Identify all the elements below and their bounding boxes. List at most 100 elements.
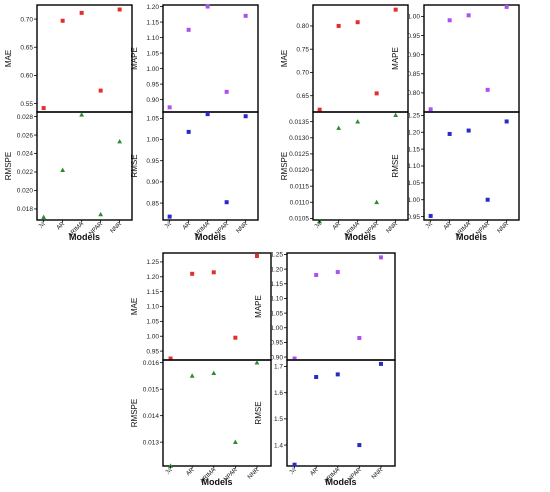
y-tick-label: 0.0105 [289,216,309,223]
y-tick-label: 0.90 [270,354,283,361]
y-tick-label: 1.00 [407,14,420,21]
y-tick-label: 0.0115 [290,183,310,190]
data-point [447,18,452,23]
x-tick-label: ℳ [314,220,324,230]
data-point [378,361,383,366]
data-point [485,87,490,92]
data-point [336,23,341,28]
x-tick-label: ℳ [425,220,435,230]
y-tick-label: 1.20 [407,129,420,136]
data-point [355,119,361,124]
panel-frame [162,359,272,467]
panel-mape: 0.80 0.85 0.90 0.95 1.00 MAPE [391,4,520,113]
y-tick-label: 1.5 [274,416,283,423]
data-point [41,214,47,220]
y-tick-label: 0.0125 [289,151,309,158]
y-tick-label: 0.020 [17,188,34,195]
y-tick-label: 0.013 [143,439,160,446]
x-axis-label: Models [69,232,100,242]
y-tick-label: 1.00 [407,197,420,204]
figure-1: 0.55 0.60 0.65 0.70 MAE 0.90 0.95 1.00 1.05 1.10 1… [4,4,259,242]
data-point [168,463,173,468]
data-point [211,270,216,275]
y-axis-label: MAPE [130,47,139,70]
y-tick-label: 1.25 [146,259,159,266]
data-point [504,119,509,124]
y-axis-label: MAE [280,50,289,67]
data-point [428,213,433,218]
x-tick-label: AR [332,221,343,232]
y-axis-label: RMSE [391,154,400,177]
data-point [186,27,191,32]
data-point [167,105,172,110]
data-point [168,356,173,361]
y-tick-label: 1.7 [274,364,283,371]
y-tick-label: 1.20 [146,4,159,11]
data-point [466,13,471,18]
y-tick-label: 0.65 [296,93,309,100]
x-tick-label: ℳ [164,466,174,476]
y-tick-label: 0.018 [17,206,34,213]
data-point [292,356,297,361]
x-tick-label: AR [443,221,454,232]
y-tick-label: 0.026 [17,132,34,139]
panel-frame [423,4,520,113]
data-point [374,199,380,205]
data-point [211,370,217,376]
y-tick-label: 1.05 [146,50,159,57]
y-tick-label: 0.90 [146,179,159,186]
data-point [357,443,362,448]
panel-frame [286,252,396,361]
x-tick-label: NNR [110,221,124,235]
data-point [243,114,248,119]
panel-rmspe: 0.0105 0.0110 0.0115 0.0120 0.0125 0.0130 0.01… [280,111,409,242]
data-point [186,129,191,134]
y-tick-label: 0.0135 [289,119,309,126]
y-tick-label: 0.95 [146,158,159,165]
y-axis-label: RMSPE [280,152,289,180]
data-point [357,336,362,341]
y-axis-label: RMSE [254,401,263,424]
y-tick-label: 1.05 [407,180,420,187]
panel-mae: 0.95 1.00 1.05 1.10 1.15 1.20 1.25 MAE [130,252,272,361]
x-tick-label: AR [185,467,196,478]
y-tick-label: 1.6 [274,390,283,397]
x-axis-label: Models [325,477,356,487]
data-point [504,4,509,9]
data-point [79,112,85,117]
figure-3: 0.95 1.00 1.05 1.10 1.15 1.20 1.25 MAE 0.90 0.95 1… [130,252,396,487]
y-tick-label: 1.05 [146,319,159,326]
panel-mape: 0.90 0.95 1.00 1.05 1.10 1.15 1.20 1.25 MAPE [254,252,396,361]
panel-mae: 0.55 0.60 0.65 0.70 MAE [4,4,133,113]
y-tick-label: 0.0120 [289,167,309,174]
data-point [292,462,297,467]
x-tick-label: ℳ [164,220,174,230]
data-point [254,360,260,365]
y-tick-label: 1.00 [146,137,159,144]
y-tick-label: 0.0130 [289,135,309,142]
y-tick-label: 0.95 [146,81,159,88]
x-axis-label: Models [201,477,232,487]
y-tick-label: 1.10 [146,304,159,311]
y-tick-label: 1.05 [270,310,283,317]
y-tick-label: 1.10 [407,163,420,170]
data-point [189,373,195,378]
data-point [314,375,319,380]
y-tick-label: 1.05 [146,116,159,123]
data-point [243,13,248,18]
y-tick-label: 0.70 [296,70,309,77]
data-point [205,4,210,9]
x-tick-label: NNR [497,221,511,235]
y-axis-label: MAE [4,50,13,67]
y-tick-label: 1.20 [146,274,159,281]
y-tick-label: 0.80 [296,23,309,30]
panel-frame [36,4,133,113]
data-point [224,200,229,205]
y-tick-label: 1.15 [270,281,283,288]
figure-2: 0.65 0.70 0.75 0.80 MAE 0.80 0.85 0.90 0.95 1.00 M… [280,4,520,242]
data-point [355,20,360,25]
y-tick-label: 1.15 [407,146,420,153]
data-point [336,125,342,130]
